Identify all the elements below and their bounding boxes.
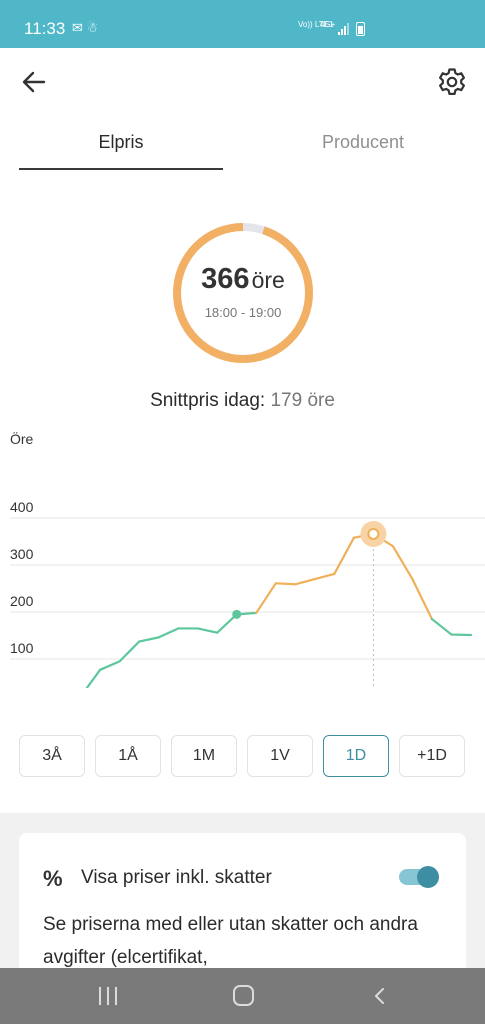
current-price-time: 18:00 - 19:00 [204,305,282,320]
status-bar: 11:33 ✉ ☃ Vo)) LTE1 4G+ [0,0,485,48]
status-time: 11:33 [24,19,66,38]
tax-card-description: Se priserna med eller utan skatter och a… [43,914,418,968]
current-price: 366öre [170,262,316,297]
price-line-segment [274,582,297,586]
price-line-segment [294,578,316,586]
gauge-fill [173,223,313,363]
range-button-1m[interactable]: 1M [171,735,237,777]
toggle-knob [417,866,439,888]
gear-icon[interactable] [436,66,468,98]
selected-point [367,527,380,540]
price-line-segment [98,660,121,671]
range-selector: 3Å 1Å 1M 1V 1D +1D [19,735,467,777]
price-line-segment [196,627,219,634]
y-axis-label: Öre [10,430,34,447]
range-button-1w[interactable]: 1V [247,735,313,777]
average-price: Snittpris idag: 179 öre [0,389,485,413]
battery-icon [356,22,365,36]
data-indicator: 4G+ [320,20,336,29]
signal-icon [338,23,349,35]
price-gauge [173,223,313,363]
range-button-3y[interactable]: 3Å [19,735,85,777]
y-tick-label: 100 [10,640,34,656]
range-button-next-day[interactable]: +1D [399,735,465,777]
range-button-1y[interactable]: 1Å [95,735,161,777]
price-line-segment [430,617,453,636]
y-tick-label: 400 [10,499,34,515]
price-chart[interactable]: Öre 0100200300400 0408121620 [0,428,485,688]
price-line-segment [118,640,141,663]
tax-card: % Visa priser inkl. skatter Se priserna … [19,833,466,968]
system-nav-bar [0,968,485,1024]
active-tab-indicator [19,168,223,170]
price-line-segment [255,582,277,615]
price-line-segment [411,578,434,621]
price-line-segment [138,636,160,643]
tax-card-title: Visa priser inkl. skatter [81,867,272,888]
network-indicator: Vo)) LTE1 [298,20,334,29]
recent-apps-icon[interactable] [99,987,119,1005]
price-line-segment [333,536,355,576]
average-price-value: 179 öre [270,390,335,411]
back-arrow-icon[interactable] [18,68,50,96]
notification-icons: ✉ ☃ [72,20,99,35]
range-button-1d[interactable]: 1D [323,735,389,777]
average-price-label: Snittpris idag: [150,390,266,411]
current-price-value: 366 [201,263,250,295]
price-line-segment [391,545,414,581]
nav-back-icon[interactable] [370,986,390,1006]
price-line-segment [313,572,336,581]
settings-section: % Visa priser inkl. skatter Se priserna … [0,813,485,968]
price-line-segment [85,668,102,688]
tax-toggle[interactable] [399,866,439,888]
current-hour-point [232,609,242,619]
price-line-segment [157,627,180,639]
tab-producent[interactable]: Producent [321,132,405,152]
current-price-unit: öre [251,267,285,293]
y-tick-label: 300 [10,546,34,562]
y-tick-label: 0 [10,687,18,688]
percent-icon: % [43,866,63,891]
app-screen: Elpris Producent 366öre 18:00 - 19:00 Sn… [0,48,485,968]
tab-elpris[interactable]: Elpris [98,132,144,152]
home-icon[interactable] [233,985,254,1006]
y-tick-label: 200 [10,593,34,609]
